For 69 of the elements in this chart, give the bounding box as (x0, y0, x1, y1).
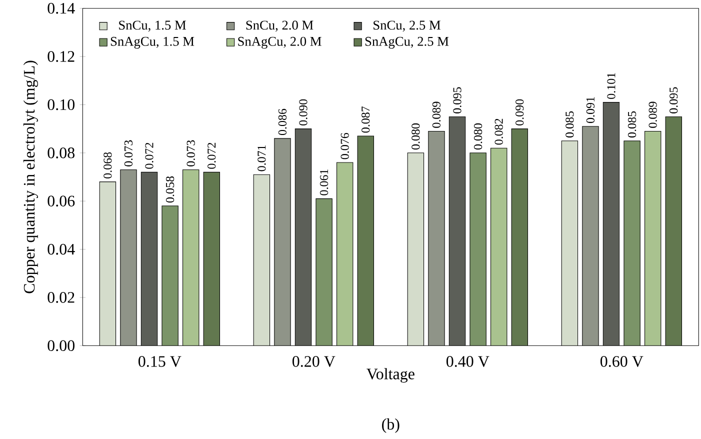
bar (294, 128, 312, 346)
data-label: 0.090 (299, 99, 308, 126)
bar (428, 130, 445, 346)
bar (582, 126, 599, 346)
bar (490, 148, 508, 346)
y-axis-title: Copper quantity in electrolyt (mg/L) (23, 60, 38, 294)
data-label: 0.080 (412, 123, 420, 150)
data-label: 0.058 (166, 176, 174, 203)
data-label: 0.080 (474, 123, 482, 150)
legend-label: SnAgCu, 2.5 M (365, 36, 449, 49)
data-label: 0.061 (320, 169, 328, 196)
legend-label: SnCu, 2.5 M (374, 20, 440, 32)
bar (253, 174, 270, 346)
data-label: 0.087 (362, 106, 370, 133)
bar (99, 182, 116, 346)
bar (511, 128, 528, 346)
bar (274, 138, 291, 346)
x-tick-label: 0.20 V (292, 356, 336, 367)
bar (203, 172, 220, 346)
y-tick-label: 0.04 (48, 244, 75, 255)
y-tick-label: 0.10 (48, 99, 74, 110)
legend-label: SnAgCu, 2.0 M (238, 36, 322, 49)
bar (316, 198, 332, 346)
legend-label: SnAgCu, 1.5 M (110, 36, 194, 49)
bar (162, 206, 178, 346)
data-label: 0.089 (432, 102, 441, 128)
data-label: 0.076 (340, 132, 349, 160)
bar (357, 136, 374, 346)
x-tick-label: 0.60 V (600, 356, 644, 367)
data-label: 0.072 (208, 142, 216, 169)
bar (182, 169, 200, 346)
data-label: 0.085 (566, 111, 574, 138)
y-tick-label: 0.14 (48, 2, 75, 14)
x-axis-title: Voltage (366, 368, 414, 383)
data-label: 0.089 (648, 102, 657, 128)
bar (120, 169, 137, 346)
data-label: 0.091 (586, 97, 595, 123)
data-label: 0.086 (278, 108, 287, 136)
data-label: 0.071 (258, 145, 266, 172)
legend-label: SnCu, 2.0 M (246, 20, 314, 32)
bar (448, 116, 466, 346)
data-label: 0.072 (145, 142, 154, 169)
data-label: 0.085 (628, 111, 636, 138)
bar (336, 162, 354, 346)
data-label: 0.073 (124, 140, 133, 166)
bar (470, 152, 486, 346)
bar (561, 140, 578, 346)
bar (644, 130, 662, 346)
x-tick-label: 0.40 V (446, 356, 490, 367)
bar (665, 116, 682, 346)
legend-label: SnCu, 1.5 M (119, 20, 186, 32)
data-label: 0.073 (186, 140, 195, 166)
bar (407, 152, 424, 346)
y-tick-label: 0.00 (48, 340, 74, 352)
data-label: 0.101 (607, 73, 616, 99)
text: (b) (382, 418, 400, 433)
x-tick-label: 0.15 V (138, 356, 182, 367)
bar (624, 140, 640, 346)
bar (602, 102, 620, 346)
y-tick-label: 0.06 (48, 196, 75, 207)
data-label: 0.090 (516, 99, 524, 126)
y-tick-label: 0.08 (48, 147, 74, 158)
data-label: 0.082 (494, 118, 503, 145)
data-label: 0.095 (670, 87, 678, 114)
data-label: 0.095 (453, 87, 462, 114)
bar (140, 172, 158, 346)
data-label: 0.068 (104, 152, 112, 178)
y-tick-label: 0.02 (48, 292, 74, 303)
y-tick-label: 0.12 (48, 51, 74, 62)
